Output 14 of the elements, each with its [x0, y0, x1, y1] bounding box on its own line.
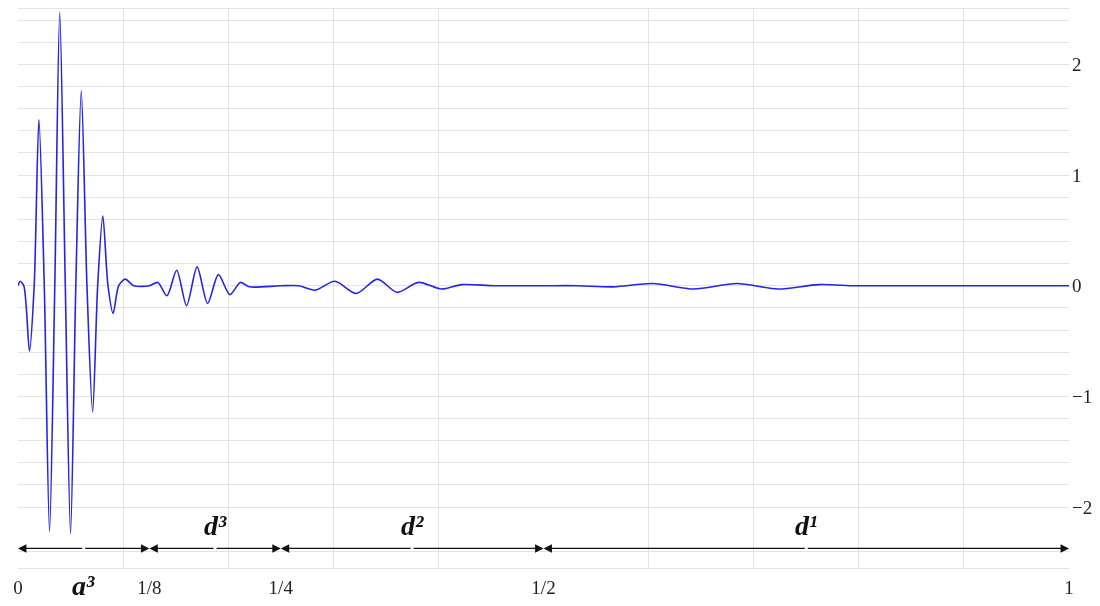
y-tick-label: −2	[1072, 496, 1093, 518]
annotation: d¹	[795, 510, 818, 541]
annotation: d²	[401, 510, 424, 541]
x-tick-label: 0	[13, 576, 23, 598]
x-tick-label: 1/2	[531, 576, 556, 598]
annotation: d³	[204, 510, 227, 541]
x-tick-label: 1/8	[137, 576, 162, 598]
text: a³	[72, 570, 95, 601]
x-tick-label: 1/4	[268, 576, 294, 598]
y-tick-label: 2	[1072, 54, 1082, 75]
y-tick-label: −1	[1072, 386, 1093, 408]
line-series	[18, 11, 1069, 535]
y-tick-label: 0	[1072, 275, 1082, 297]
y-tick-label: 1	[1072, 164, 1082, 186]
